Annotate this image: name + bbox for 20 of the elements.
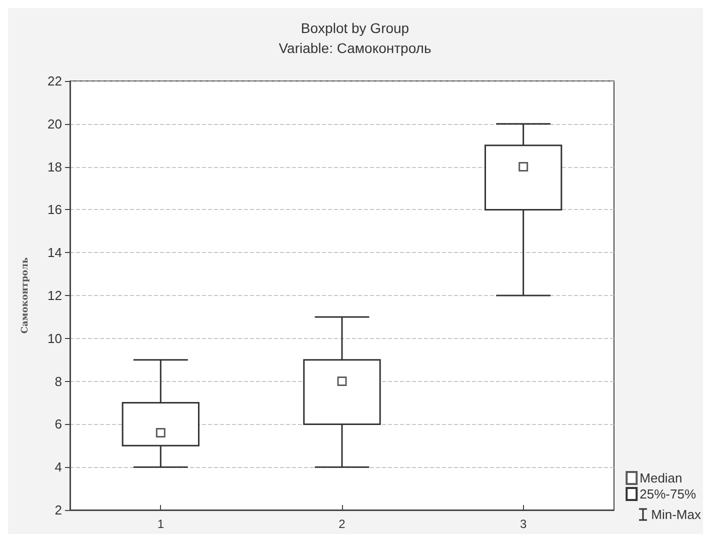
y-tick-label: 14 [48, 245, 62, 260]
y-tick-label: 20 [48, 116, 62, 132]
text: Min-Max [651, 507, 701, 522]
text: Median [640, 470, 682, 486]
y-tick-label: 2 [54, 502, 62, 518]
x-tick-label: 1 [157, 517, 164, 531]
y-tick-label: 16 [48, 202, 62, 218]
y-tick-label: 10 [48, 330, 62, 346]
legend-label: 25%-75% [640, 486, 696, 502]
y-tick-label: 4 [54, 460, 62, 475]
x-tick-label: 3 [520, 517, 527, 531]
y-tick-label: 6 [54, 416, 62, 432]
y-axis-title: Самоконтроль [20, 257, 30, 334]
y-tick-label: 8 [54, 374, 62, 389]
y-tick-label: 12 [48, 288, 62, 303]
y-tick-label: 18 [48, 159, 62, 174]
y-tick-label: 22 [48, 74, 62, 88]
chart-title: Boxplot by Group [300, 20, 410, 36]
x-tick-label: 2 [338, 517, 346, 531]
chart-subtitle: Variable: Самоконтроль [278, 40, 432, 56]
